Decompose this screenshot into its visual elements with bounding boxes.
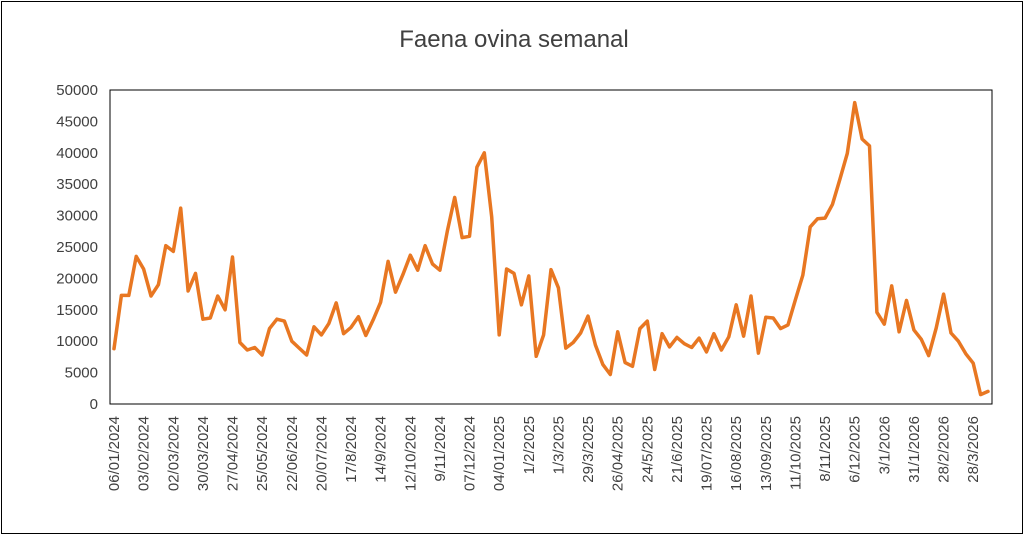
x-tick-label: 24/5/2025 [639, 416, 656, 483]
x-tick-label: 1/2/2025 [521, 416, 538, 474]
y-tick-label: 40000 [56, 145, 98, 162]
x-tick-label: 9/11/2024 [432, 416, 449, 482]
series-line [112, 100, 990, 397]
y-tick-label: 15000 [56, 302, 98, 319]
x-tick-label: 21/6/2025 [669, 416, 686, 483]
x-tick-label: 19/07/2025 [699, 416, 716, 491]
y-axis-ticks: 0 5000 10000 15000 20000 25000 30000 35000 40000… [56, 82, 98, 413]
x-tick-label: 28/2/2026 [936, 416, 953, 483]
x-tick-label: 14/9/2024 [373, 416, 390, 483]
y-tick-label: 50000 [56, 82, 98, 99]
y-tick-label: 25000 [56, 239, 98, 256]
x-tick-label: 02/03/2024 [165, 416, 182, 491]
y-tick-label: 5000 [65, 365, 98, 382]
x-tick-label: 16/08/2025 [728, 416, 745, 491]
x-tick-label: 06/01/2024 [106, 416, 123, 491]
x-tick-label: 07/12/2024 [462, 416, 479, 491]
x-tick-label: 22/06/2024 [284, 416, 301, 491]
x-tick-label: 12/10/2024 [402, 416, 419, 491]
x-tick-label: 03/02/2024 [136, 416, 153, 491]
x-tick-label: 04/01/2025 [491, 416, 508, 491]
x-axis-ticks: 06/01/2024 03/02/2024 02/03/2024 30/03/2024… [106, 416, 982, 491]
x-tick-label: 3/1/2026 [876, 416, 893, 474]
series-layer [112, 100, 990, 397]
x-tick-label: 1/3/2025 [550, 416, 567, 474]
y-tick-label: 35000 [56, 176, 98, 193]
chart-title: Faena ovina semanal [399, 26, 628, 53]
y-tick-label: 20000 [56, 270, 98, 287]
y-tick-label: 0 [90, 396, 98, 413]
x-tick-label: 20/07/2024 [313, 416, 330, 491]
x-tick-label: 29/3/2025 [580, 416, 597, 483]
x-tick-label: 30/03/2024 [195, 416, 212, 491]
x-tick-label: 28/3/2026 [965, 416, 982, 483]
y-tick-label: 10000 [56, 333, 98, 350]
x-tick-label: 11/10/2025 [787, 416, 804, 490]
x-tick-label: 6/12/2025 [847, 416, 864, 483]
x-tick-label: 25/05/2024 [254, 416, 271, 491]
y-tick-label: 30000 [56, 208, 98, 225]
plot-area [109, 89, 993, 405]
x-tick-label: 8/11/2025 [817, 416, 834, 482]
y-tick-label: 45000 [56, 113, 98, 130]
x-tick-label: 13/09/2025 [758, 416, 775, 491]
x-tick-label: 31/1/2026 [906, 416, 923, 483]
x-tick-label: 17/8/2024 [343, 416, 360, 483]
x-tick-label: 27/04/2024 [225, 416, 242, 491]
x-tick-label: 26/04/2025 [610, 416, 627, 491]
